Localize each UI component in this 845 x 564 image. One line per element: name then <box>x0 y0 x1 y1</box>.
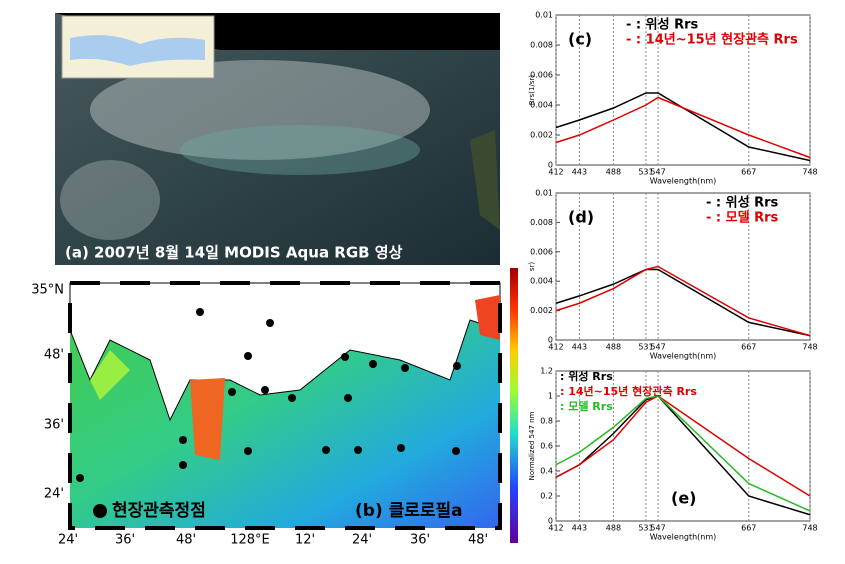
lat-tick-label: 35°N <box>31 283 64 298</box>
lon-tick-label: 36' <box>410 533 430 548</box>
legend-label: : 14년~15년 현장관측 Rrs <box>560 384 697 398</box>
x-tick-label: 531 <box>638 524 653 533</box>
legend-label: 현장관측정점 <box>112 501 206 521</box>
y-tick-label: 0.4 <box>540 467 553 476</box>
y-tick-label: 0.008 <box>530 41 553 50</box>
x-tick-label: 443 <box>572 168 587 177</box>
y-tick-label: 1 <box>548 392 553 401</box>
cloud <box>60 160 160 240</box>
inset-sea <box>70 35 205 66</box>
x-tick-label: 547 <box>650 168 665 177</box>
y-tick-label: 0.6 <box>540 442 553 451</box>
x-tick-label: 412 <box>548 524 563 533</box>
y-tick-label: 0.01 <box>535 11 553 20</box>
y-tick-label: 0.006 <box>530 247 553 256</box>
panel-a: (a) 2007년 8월 14일 MODIS Aqua RGB 영상 <box>55 13 500 265</box>
panel-label: (c) <box>568 30 592 49</box>
island <box>470 130 500 230</box>
x-axis-label: Wavelength(nm) <box>650 177 717 186</box>
lon-tick-label: 24' <box>352 533 372 548</box>
cloud <box>90 60 430 160</box>
panel-label: (b) 클로로필a <box>355 501 463 521</box>
y-tick-label: 1.2 <box>540 367 553 376</box>
colorbar <box>510 268 518 543</box>
legend-label: - : 위성 Rrs <box>706 196 779 211</box>
lon-tick-label: 36' <box>115 533 135 548</box>
y-axis-label: Normalized 547 nm <box>528 411 536 480</box>
turbid-water <box>180 125 420 175</box>
series-line <box>555 265 811 337</box>
x-tick-label: 531 <box>638 168 653 177</box>
plot-area <box>555 14 811 166</box>
panel-label: (e) <box>671 489 696 508</box>
legend-label: : 모델 Rrs <box>560 400 613 413</box>
legend-label: : 위성 Rrs <box>560 369 613 383</box>
lat-tick-label: 48' <box>44 348 64 363</box>
y-axis-label: sr) <box>528 262 536 272</box>
lon-tick-label: 12' <box>295 533 315 548</box>
x-tick-label: 531 <box>638 343 653 352</box>
y-tick-label: 0 <box>548 336 553 345</box>
frame <box>68 281 502 530</box>
legend-label: - : 위성 Rrs <box>626 18 699 33</box>
y-tick-label: 0.8 <box>540 417 553 426</box>
y-tick-label: 0 <box>548 161 553 170</box>
y-tick-label: 0.01 <box>535 189 553 198</box>
high-chl <box>475 295 500 340</box>
x-tick-label: 667 <box>741 343 756 352</box>
x-tick-label: 547 <box>650 524 665 533</box>
plot-area <box>555 192 811 341</box>
y-tick-label: 0.004 <box>530 277 553 286</box>
x-tick-label: 748 <box>802 524 817 533</box>
x-tick-label: 547 <box>650 343 665 352</box>
plot-area <box>555 370 811 522</box>
x-tick-label: 443 <box>572 343 587 352</box>
lon-tick-label: 24' <box>58 533 78 548</box>
x-tick-label: 488 <box>606 343 621 352</box>
lon-tick-label: 128°E <box>230 533 270 548</box>
y-tick-label: 0.002 <box>530 306 553 315</box>
x-tick-label: 488 <box>606 168 621 177</box>
y-tick-label: 0 <box>548 517 553 526</box>
x-tick-label: 748 <box>802 343 817 352</box>
series-line <box>555 96 811 159</box>
legend-label: - : 14년~15년 현장관측 Rrs <box>626 32 798 48</box>
lat-tick-label: 24' <box>44 487 64 502</box>
y-axis-label: Rrs(1/sr) <box>528 75 536 105</box>
series-line <box>555 92 811 162</box>
lon-tick-label: 48' <box>468 533 488 548</box>
y-tick-label: 0.004 <box>530 101 553 110</box>
x-tick-label: 667 <box>741 524 756 533</box>
lat-tick-label: 36' <box>44 418 64 433</box>
panel-b: 현장관측정점 (b) 클로로필a <box>68 268 518 543</box>
x-tick-label: 443 <box>572 524 587 533</box>
lon-tick-label: 48' <box>176 533 196 548</box>
y-tick-label: 0.006 <box>530 71 553 80</box>
x-axis-label: Wavelength(nm) <box>650 533 717 542</box>
legend-label: - : 모델 Rrs <box>706 211 779 226</box>
x-axis-label: Wavelength(nm) <box>650 352 717 361</box>
series-line <box>555 395 811 512</box>
x-tick-label: 412 <box>548 343 563 352</box>
x-tick-label: 667 <box>741 168 756 177</box>
legend-marker <box>93 504 107 518</box>
panel-label: (a) 2007년 8월 14일 MODIS Aqua RGB 영상 <box>65 244 403 262</box>
high-chl <box>190 378 225 460</box>
mid-chl <box>90 350 130 400</box>
y-tick-label: 0.008 <box>530 218 553 227</box>
stations <box>76 308 461 482</box>
x-tick-label: 488 <box>606 524 621 533</box>
series-line <box>555 395 811 497</box>
y-tick-label: 0.2 <box>540 492 553 501</box>
x-tick-label: 748 <box>802 168 817 177</box>
y-tick-label: 0.002 <box>530 131 553 140</box>
panel-label: (d) <box>568 208 594 227</box>
x-tick-label: 412 <box>548 168 563 177</box>
